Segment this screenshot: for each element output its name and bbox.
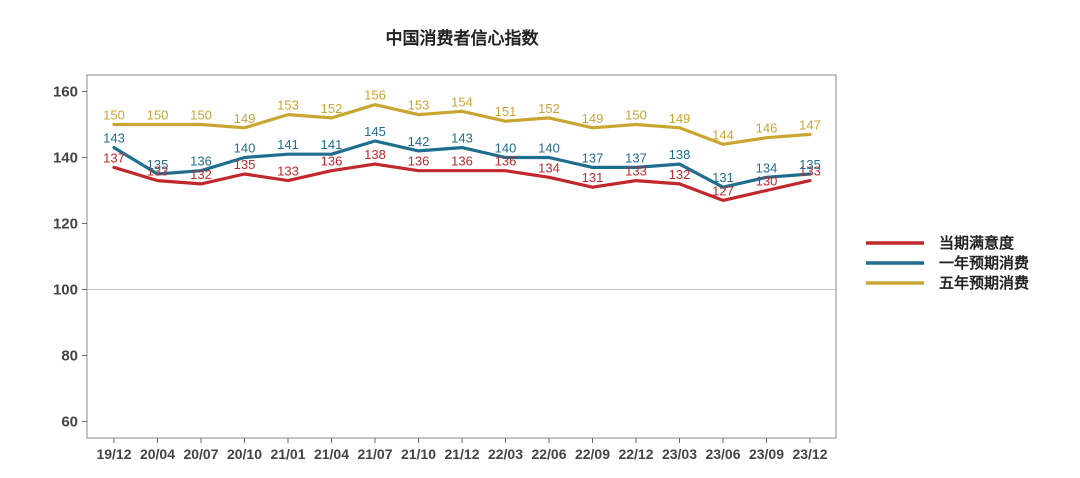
data-label: 144: [712, 127, 734, 142]
data-label: 150: [147, 108, 169, 123]
data-label: 134: [538, 160, 560, 175]
x-tick-label: 23/03: [662, 446, 697, 462]
x-tick-label: 23/09: [749, 446, 784, 462]
data-label: 136: [321, 154, 343, 169]
data-label: 135: [234, 157, 256, 172]
data-label: 147: [799, 117, 821, 132]
y-tick-label: 100: [53, 282, 78, 299]
x-tick-label: 22/09: [575, 446, 610, 462]
data-label: 153: [277, 98, 299, 113]
data-label: 140: [234, 141, 256, 156]
data-label: 136: [451, 154, 473, 169]
y-tick-label: 60: [61, 414, 78, 431]
data-label: 134: [756, 160, 778, 175]
series-line-1: [112, 162, 812, 202]
y-tick-label: 140: [53, 150, 78, 167]
data-label: 140: [538, 141, 560, 156]
data-label: 141: [321, 137, 343, 152]
legend-label-2: 一年预期消费: [939, 254, 1029, 272]
legend-label-3: 五年预期消费: [939, 274, 1029, 292]
data-label: 136: [495, 154, 517, 169]
x-tick-label: 21/12: [444, 446, 479, 462]
x-tick-label: 23/06: [705, 446, 740, 462]
x-tick-label: 21/01: [270, 446, 305, 462]
data-label: 150: [190, 108, 212, 123]
y-tick-label: 120: [53, 216, 78, 233]
data-label: 140: [495, 141, 517, 156]
x-tick-label: 19/12: [96, 446, 131, 462]
data-label: 137: [103, 150, 125, 165]
data-label: 149: [669, 111, 691, 126]
data-label: 150: [625, 108, 647, 123]
series-line-3: [112, 103, 812, 146]
data-label: 143: [103, 131, 125, 146]
data-label: 142: [408, 134, 430, 149]
data-label: 151: [495, 104, 517, 119]
y-tick-label: 80: [61, 348, 78, 365]
x-tick-label: 23/12: [792, 446, 827, 462]
data-label: 154: [451, 94, 473, 109]
x-tick-label: 22/06: [531, 446, 566, 462]
x-tick-label: 20/10: [227, 446, 262, 462]
data-label: 132: [669, 167, 691, 182]
data-label: 127: [712, 183, 734, 198]
chart-title: 中国消费者信心指数: [386, 28, 540, 49]
data-label: 131: [582, 170, 604, 185]
data-label: 135: [147, 157, 169, 172]
data-label: 152: [538, 101, 560, 116]
data-label: 133: [147, 164, 169, 179]
data-label: 156: [364, 88, 386, 103]
x-tick-label: 21/04: [314, 446, 349, 462]
data-label: 137: [625, 150, 647, 165]
data-label: 138: [669, 147, 691, 162]
data-label: 152: [321, 101, 343, 116]
data-label: 146: [756, 121, 778, 136]
legend-label-1: 当期满意度: [939, 234, 1015, 252]
data-label: 135: [799, 157, 821, 172]
y-tick-label: 160: [53, 84, 78, 101]
data-label: 138: [364, 147, 386, 162]
data-label: 145: [364, 124, 386, 139]
data-label: 133: [625, 164, 647, 179]
y-axis: 60 80 100 120 140 160: [53, 84, 87, 431]
data-label: 141: [277, 137, 299, 152]
plot-area: [86, 74, 837, 439]
data-label: 133: [277, 164, 299, 179]
data-label: 133: [799, 164, 821, 179]
data-label: 149: [582, 111, 604, 126]
series-line-2: [112, 139, 812, 189]
x-tick-label: 20/07: [183, 446, 218, 462]
x-tick-label: 20/04: [140, 446, 175, 462]
data-label: 136: [190, 154, 212, 169]
x-tick-label: 22/12: [618, 446, 653, 462]
data-label: 130: [756, 174, 778, 189]
x-tick-label: 22/03: [488, 446, 523, 462]
data-label: 136: [408, 154, 430, 169]
x-tick-label: 21/07: [357, 446, 392, 462]
data-label: 137: [582, 150, 604, 165]
series-layer: [112, 103, 812, 202]
data-label: 153: [408, 98, 430, 113]
x-axis: 19/12 20/04 20/07 20/10 21/01 21/04 21/07 21/10…: [96, 438, 828, 462]
data-label: 131: [712, 170, 734, 185]
data-label: 143: [451, 131, 473, 146]
x-tick-label: 21/10: [401, 446, 436, 462]
data-label: 132: [190, 167, 212, 182]
data-label: 150: [103, 108, 125, 123]
data-label: 149: [234, 111, 256, 126]
